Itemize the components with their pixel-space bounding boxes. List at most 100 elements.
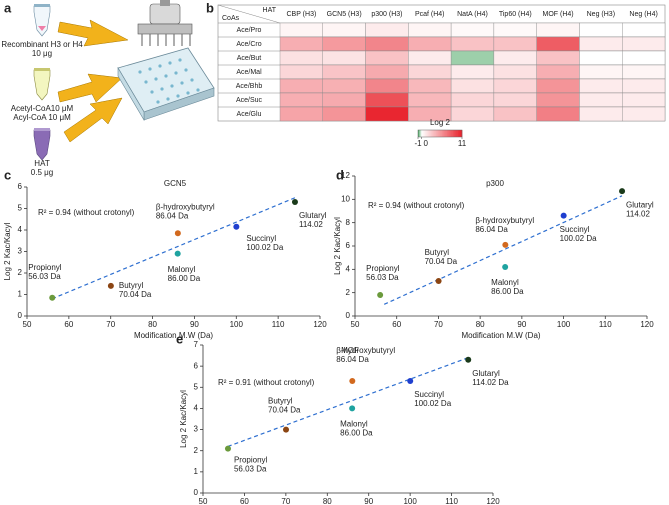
y-tick-label: 3 <box>194 425 199 434</box>
heat-cell <box>408 64 452 80</box>
fit-line <box>51 197 296 300</box>
data-point <box>465 356 472 363</box>
point-label: Glutaryl <box>299 211 327 220</box>
heat-cell <box>279 92 323 108</box>
point-label: 86.04 Da <box>475 225 508 234</box>
panel-a-illustration <box>33 0 215 161</box>
x-tick-label: 120 <box>486 497 500 505</box>
data-point <box>560 212 567 219</box>
y-tick-label: 1 <box>18 290 23 299</box>
x-tick-label: 50 <box>23 320 32 329</box>
colorbar-segment <box>418 130 420 137</box>
y-tick-label: 0 <box>18 311 23 320</box>
heat-cell <box>493 50 537 66</box>
x-tick-label: 90 <box>517 320 526 329</box>
reagent-label: 0.5 μg <box>31 168 53 177</box>
heat-cell <box>536 106 580 122</box>
heat-cell <box>279 22 323 38</box>
heat-cell <box>536 50 580 66</box>
data-point <box>502 264 509 270</box>
colorbar-segment <box>441 130 443 137</box>
colorbar-segment <box>451 130 453 137</box>
colorbar-segment <box>422 130 424 137</box>
y-tick-label: 3 <box>18 247 23 256</box>
point-label: Glutaryl <box>472 369 500 378</box>
colorbar-segment <box>440 130 442 137</box>
heat-cell <box>322 78 366 94</box>
column-header: MOF (H4) <box>543 11 574 18</box>
colorbar-segment <box>425 130 428 137</box>
heat-cell <box>322 50 366 66</box>
row-header: Ace/Cro <box>236 41 261 48</box>
row-header: Ace/Pro <box>237 27 262 34</box>
y-tick-label: 5 <box>18 204 23 213</box>
point-label: Butyryl <box>425 248 450 257</box>
colorbar-label: Log 2 <box>430 118 451 127</box>
point-label: 114.02 Da <box>472 378 509 387</box>
x-tick-label: 100 <box>230 320 244 329</box>
x-tick-label: 70 <box>281 497 290 505</box>
chart-title: p300 <box>486 179 504 188</box>
heat-cell <box>622 92 666 108</box>
colorbar-segment <box>431 130 433 137</box>
heat-cell <box>536 64 580 80</box>
colorbar-segment <box>448 130 451 137</box>
point-label: Succinyl <box>246 234 276 243</box>
y-tick-label: 4 <box>346 264 351 273</box>
data-point <box>283 426 290 433</box>
y-axis-label: Log 2 Kac/Kacyl <box>3 222 12 280</box>
heat-cell <box>622 22 666 38</box>
heat-cell <box>279 78 323 94</box>
heat-cell <box>322 92 366 108</box>
heat-cell <box>365 106 409 122</box>
data-point <box>502 241 509 248</box>
heat-cell <box>579 78 623 94</box>
x-tick-label: 70 <box>434 320 443 329</box>
heat-cell <box>408 50 452 66</box>
x-tick-label: 110 <box>599 320 612 329</box>
heat-cell <box>579 36 623 52</box>
point-label: Propionyl <box>28 263 62 272</box>
row-header: Ace/Suc <box>236 97 263 104</box>
x-tick-label: 90 <box>190 320 199 329</box>
y-tick-label: 1 <box>194 467 199 476</box>
heat-cell <box>622 78 666 94</box>
point-label: 86.00 Da <box>168 274 201 283</box>
column-header: p300 (H3) <box>371 11 402 18</box>
heat-cell <box>536 78 580 94</box>
colorbar-segment <box>458 130 461 137</box>
colorbar-tick-label: 11 <box>458 139 467 148</box>
colorbar-segment <box>435 130 437 137</box>
heat-cell <box>579 50 623 66</box>
colorbar-segment <box>423 130 425 137</box>
column-header: NatA (H4) <box>457 11 488 18</box>
colorbar-tick-label: -1 <box>414 139 422 148</box>
y-axis-label: Log 2 Kac/Kacyl <box>179 390 188 448</box>
y-tick-label: 6 <box>18 182 23 191</box>
y-tick-label: 6 <box>346 241 351 250</box>
colorbar-segment <box>430 130 432 137</box>
x-tick-label: 100 <box>403 497 417 505</box>
point-label: β-hydroxybutyryl <box>336 346 395 355</box>
heat-cell <box>450 64 495 80</box>
colorbar-segment <box>424 130 426 137</box>
point-label: 70.04 Da <box>268 406 301 415</box>
colorbar-segment <box>436 130 439 137</box>
corner-label: CoAs <box>222 15 240 22</box>
heat-cell <box>322 36 366 52</box>
data-point <box>224 445 231 452</box>
x-tick-label: 110 <box>272 320 285 329</box>
x-tick-label: 80 <box>148 320 157 329</box>
row-header: Ace/But <box>237 55 262 62</box>
heat-cell <box>450 22 495 38</box>
point-label: Propionyl <box>234 456 268 465</box>
colorbar-segment <box>452 130 454 137</box>
colorbar-segment <box>456 130 458 137</box>
y-axis-label: Log 2 Kac/Kacyl <box>333 217 342 275</box>
colorbar-segment <box>427 130 430 137</box>
heat-cell <box>536 36 580 52</box>
heat-cell <box>450 36 495 52</box>
y-tick-label: 8 <box>346 218 351 227</box>
heat-cell <box>579 92 623 108</box>
